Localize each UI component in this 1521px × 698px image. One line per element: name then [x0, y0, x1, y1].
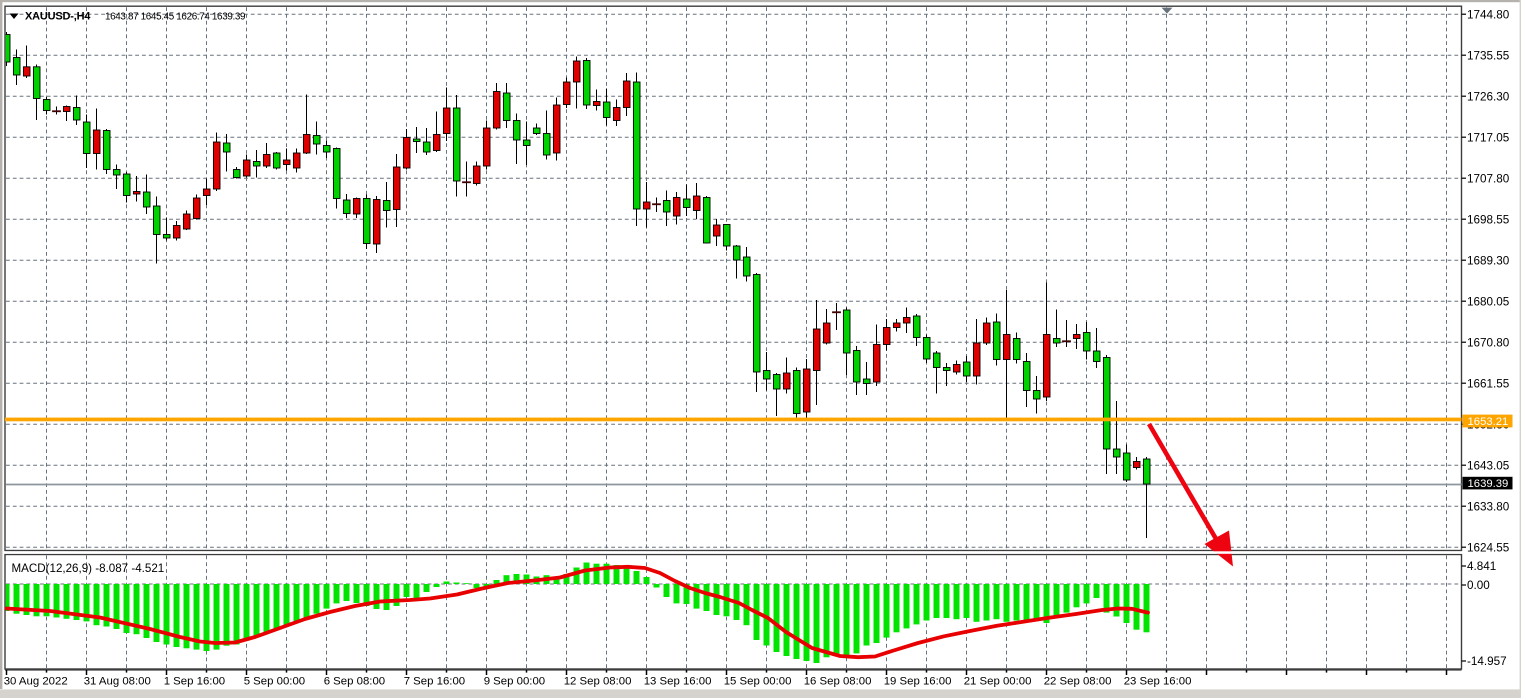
svg-text:1643.05: 1643.05 — [1467, 459, 1510, 472]
svg-text:1698.55: 1698.55 — [1467, 213, 1510, 226]
svg-text:1624.55: 1624.55 — [1467, 541, 1510, 554]
svg-text:1689.30: 1689.30 — [1467, 254, 1510, 267]
svg-text:XAUUSD-,H4: XAUUSD-,H4 — [25, 11, 91, 23]
svg-text:5 Sep 00:00: 5 Sep 00:00 — [244, 676, 305, 688]
svg-text:23 Sep 16:00: 23 Sep 16:00 — [1124, 676, 1192, 688]
svg-text:9 Sep 00:00: 9 Sep 00:00 — [484, 676, 545, 688]
svg-text:21 Sep 00:00: 21 Sep 00:00 — [964, 676, 1032, 688]
svg-text:22 Sep 08:00: 22 Sep 08:00 — [1044, 676, 1112, 688]
svg-text:MACD(12,26,9) -8.087 -4.521: MACD(12,26,9) -8.087 -4.521 — [12, 562, 165, 575]
svg-text:12 Sep 08:00: 12 Sep 08:00 — [564, 676, 632, 688]
svg-text:1643.87 1645.45 1626.74 1639.3: 1643.87 1645.45 1626.74 1639.39 — [105, 12, 246, 23]
svg-text:-14.957: -14.957 — [1467, 655, 1507, 668]
svg-text:1653.21: 1653.21 — [1468, 416, 1509, 428]
svg-text:1680.05: 1680.05 — [1467, 295, 1510, 308]
svg-text:1661.55: 1661.55 — [1467, 377, 1510, 390]
svg-text:1639.39: 1639.39 — [1468, 478, 1509, 490]
svg-text:1717.05: 1717.05 — [1467, 131, 1510, 144]
svg-text:6 Sep 08:00: 6 Sep 08:00 — [324, 676, 385, 688]
svg-text:1633.80: 1633.80 — [1467, 500, 1510, 513]
svg-text:1744.80: 1744.80 — [1467, 8, 1510, 21]
svg-text:1735.55: 1735.55 — [1467, 49, 1510, 62]
svg-text:30 Aug 2022: 30 Aug 2022 — [4, 676, 68, 688]
svg-text:0.00: 0.00 — [1467, 579, 1490, 592]
svg-text:16 Sep 08:00: 16 Sep 08:00 — [804, 676, 872, 688]
svg-text:7 Sep 16:00: 7 Sep 16:00 — [404, 676, 465, 688]
svg-text:1 Sep 16:00: 1 Sep 16:00 — [164, 676, 225, 688]
svg-text:1707.80: 1707.80 — [1467, 172, 1510, 185]
svg-text:1726.30: 1726.30 — [1467, 90, 1510, 103]
svg-text:1670.80: 1670.80 — [1467, 336, 1510, 349]
svg-text:19 Sep 16:00: 19 Sep 16:00 — [884, 676, 952, 688]
svg-text:15 Sep 00:00: 15 Sep 00:00 — [724, 676, 792, 688]
svg-text:31 Aug 08:00: 31 Aug 08:00 — [84, 676, 151, 688]
svg-text:13 Sep 16:00: 13 Sep 16:00 — [644, 676, 712, 688]
svg-text:4.841: 4.841 — [1467, 560, 1496, 573]
